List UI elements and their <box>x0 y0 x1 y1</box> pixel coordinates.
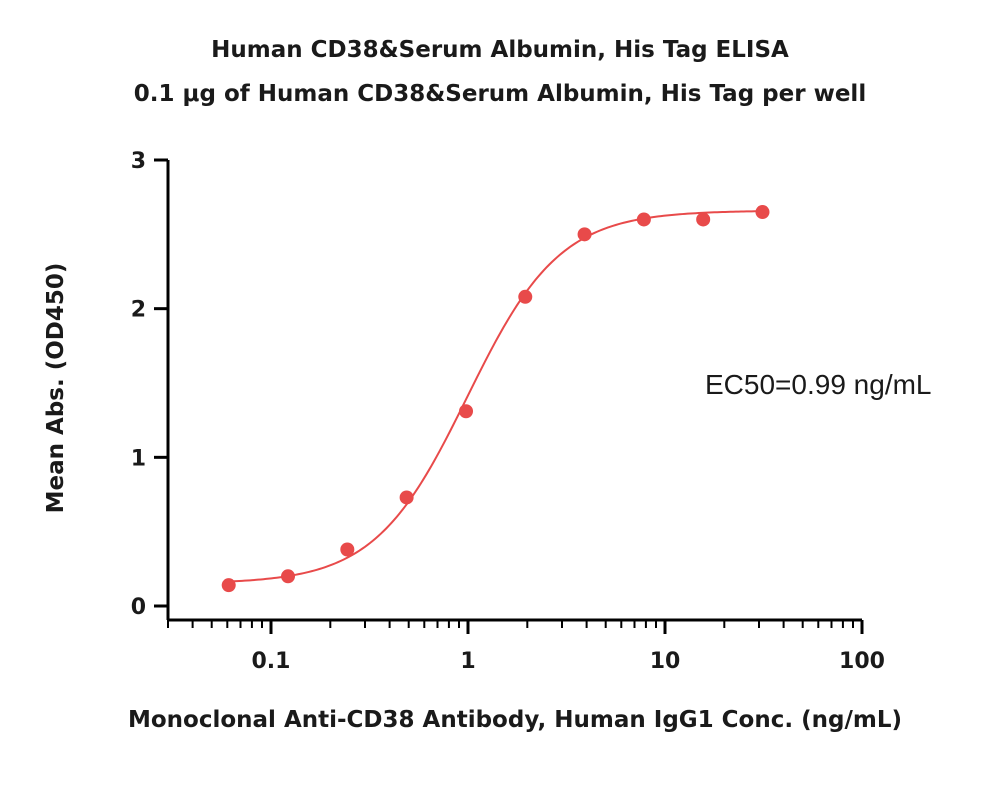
y-tick-label: 1 <box>131 446 146 471</box>
data-point <box>399 490 414 505</box>
data-point <box>221 578 236 593</box>
data-point <box>281 569 296 584</box>
x-tick-label: 0.1 <box>252 649 291 674</box>
fit-curve-layer <box>228 210 763 583</box>
x-tick-label: 1 <box>460 649 475 674</box>
data-point <box>577 227 592 242</box>
x-tick-label: 100 <box>839 649 885 674</box>
y-tick-label: 0 <box>131 595 146 620</box>
data-point <box>518 289 533 304</box>
fit-curve <box>228 210 763 583</box>
axes: 0 1 2 3 0.1 1 10 100 <box>131 149 885 674</box>
chart-title: Human CD38&Serum Albumin, His Tag ELISA <box>211 37 789 63</box>
y-axis-label: Mean Abs. (OD450) <box>43 263 69 514</box>
data-point <box>459 404 474 419</box>
data-point <box>340 542 355 557</box>
chart-subtitle: 0.1 μg of Human CD38&Serum Albumin, His … <box>134 81 866 107</box>
data-point <box>636 212 651 227</box>
data-points-layer <box>221 205 770 593</box>
x-tick-label: 10 <box>650 649 681 674</box>
y-tick-label: 3 <box>131 149 146 174</box>
data-point <box>755 205 770 220</box>
data-point <box>696 212 711 227</box>
y-tick-label: 2 <box>131 298 146 323</box>
ec50-annotation: EC50=0.99 ng/mL <box>705 369 932 400</box>
x-axis-label: Monoclonal Anti-CD38 Antibody, Human IgG… <box>128 707 902 733</box>
